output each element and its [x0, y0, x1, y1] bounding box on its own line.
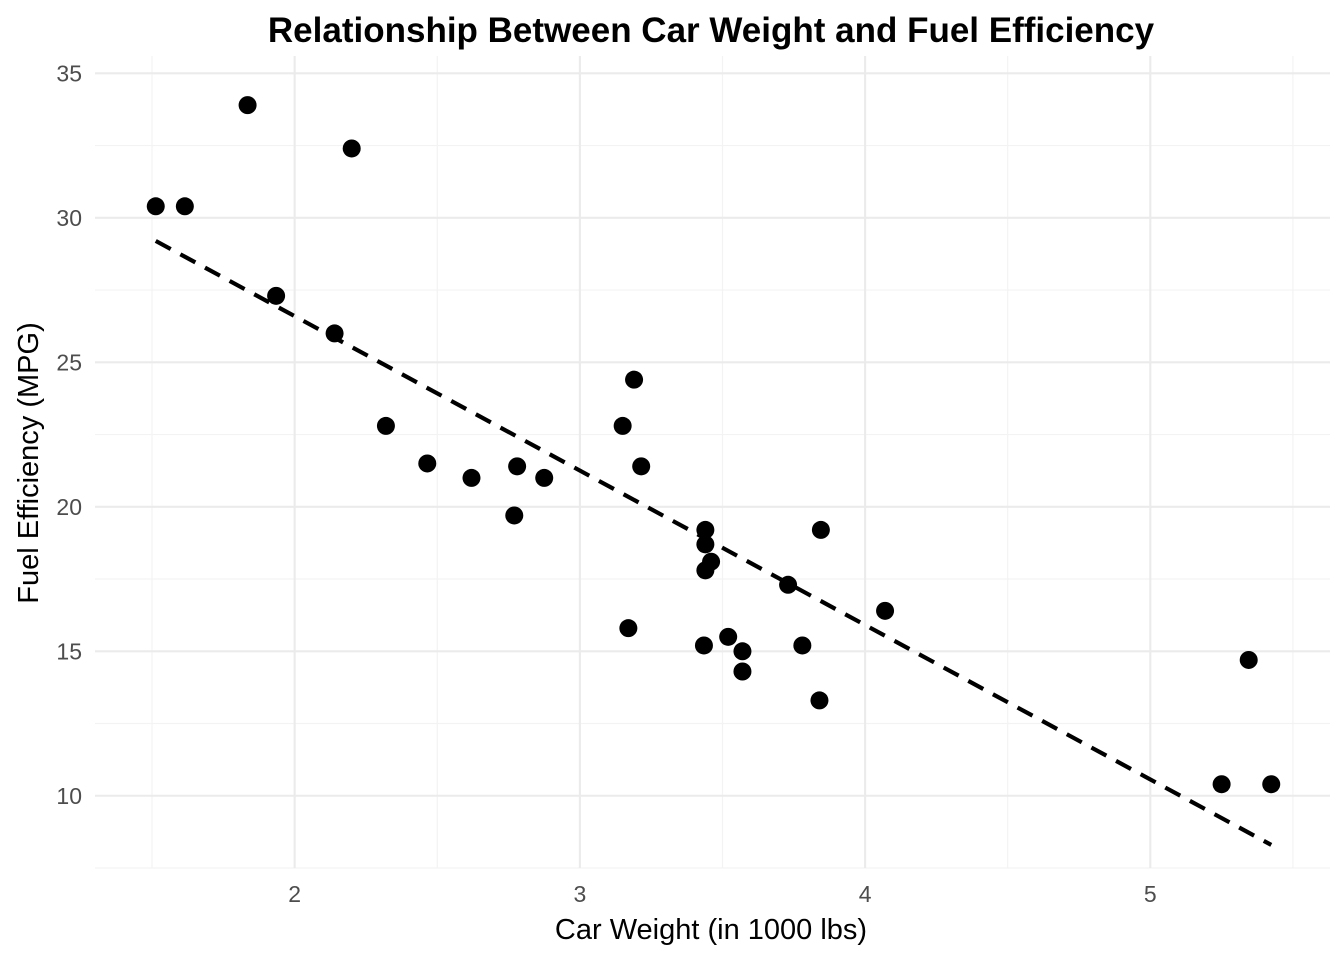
data-point	[619, 619, 638, 638]
data-point	[733, 662, 752, 681]
data-point	[719, 627, 738, 646]
x-tick-label: 4	[859, 881, 872, 907]
x-axis-label: Car Weight (in 1000 lbs)	[555, 914, 867, 946]
data-point	[175, 197, 194, 216]
data-point	[325, 324, 344, 343]
data-point	[376, 416, 395, 435]
data-point	[535, 468, 554, 487]
data-points	[146, 96, 1281, 794]
y-tick-label: 20	[56, 494, 82, 520]
y-tick-label: 35	[56, 60, 82, 86]
data-point	[342, 139, 361, 158]
data-point	[779, 575, 798, 594]
y-axis-label: Fuel Efficiency (MPG)	[13, 322, 45, 603]
data-point	[508, 457, 527, 476]
y-tick-labels: 10 15 20 25 30 35	[56, 60, 82, 808]
data-point	[1239, 650, 1258, 669]
data-point	[238, 96, 257, 115]
y-tick-label: 25	[56, 349, 82, 375]
data-point	[1212, 775, 1231, 794]
data-point	[733, 642, 752, 661]
grid	[95, 56, 1330, 869]
data-point	[418, 454, 437, 473]
data-point	[613, 416, 632, 435]
data-point	[694, 636, 713, 655]
x-tick-labels: 2 3 4 5	[288, 881, 1156, 907]
data-point	[632, 457, 651, 476]
trend-line	[154, 239, 1273, 847]
y-tick-label: 30	[56, 205, 82, 231]
data-point	[1262, 775, 1281, 794]
data-point	[696, 535, 715, 554]
data-point	[811, 520, 830, 539]
data-point	[696, 520, 715, 539]
x-tick-label: 2	[288, 881, 301, 907]
data-point	[505, 506, 524, 525]
x-tick-label: 3	[573, 881, 586, 907]
y-tick-label: 10	[56, 783, 82, 809]
x-tick-label: 5	[1144, 881, 1157, 907]
data-point	[876, 601, 895, 620]
chart-title: Relationship Between Car Weight and Fuel…	[268, 11, 1155, 50]
data-point	[810, 691, 829, 710]
data-point	[267, 286, 286, 305]
y-tick-label: 15	[56, 638, 82, 664]
data-point	[793, 636, 812, 655]
data-point	[696, 561, 715, 580]
data-point	[146, 197, 165, 216]
data-point	[625, 370, 644, 389]
data-point	[462, 468, 481, 487]
trend-line-group	[154, 239, 1273, 847]
